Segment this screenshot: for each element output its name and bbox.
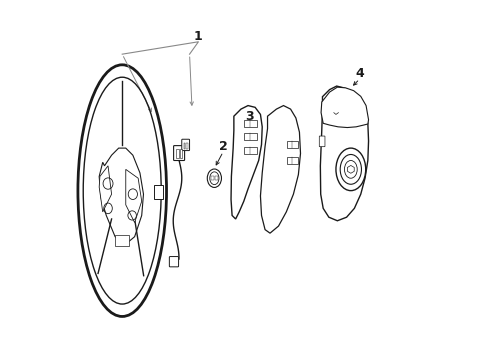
Bar [214,176,217,180]
Bar [185,143,187,149]
Bar [154,185,163,199]
FancyBboxPatch shape [319,136,325,147]
Polygon shape [320,86,368,221]
Ellipse shape [207,169,221,188]
Ellipse shape [335,148,365,191]
Text: 1: 1 [194,30,203,43]
Bar [244,147,256,154]
Bar [179,149,182,158]
FancyBboxPatch shape [182,139,189,150]
Bar [244,133,256,140]
Bar [176,149,178,158]
Ellipse shape [78,65,166,316]
Text: 3: 3 [245,110,254,123]
FancyBboxPatch shape [169,257,178,267]
Polygon shape [99,166,111,212]
Text: 2: 2 [219,140,227,153]
Bar [286,141,297,148]
Bar [286,157,297,164]
Bar [183,143,185,149]
Polygon shape [99,148,143,246]
Polygon shape [125,169,142,222]
Polygon shape [230,105,262,219]
Bar [244,120,256,127]
Text: 4: 4 [355,67,364,80]
Bar [211,176,214,180]
Polygon shape [321,87,368,127]
Polygon shape [260,105,300,233]
FancyBboxPatch shape [173,145,184,161]
Bar [115,235,129,246]
